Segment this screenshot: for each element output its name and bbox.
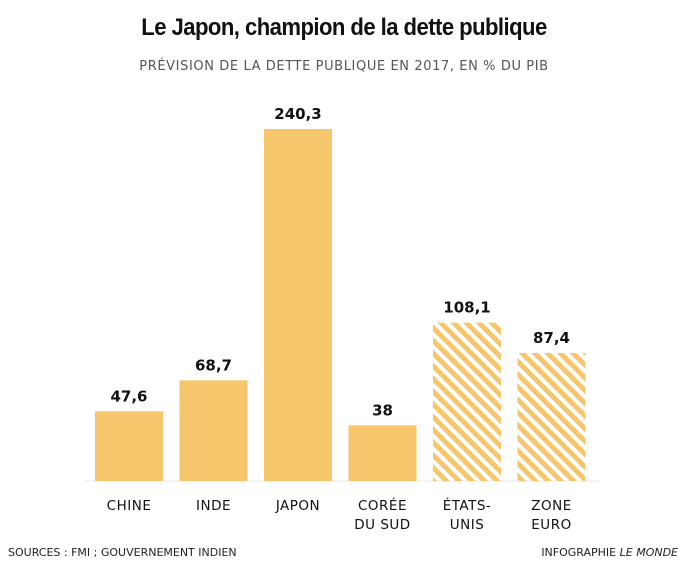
bar-3 (348, 425, 417, 481)
category-label-3-1: DU SUD (354, 517, 410, 533)
sources-note: SOURCES : FMI ; GOUVERNEMENT INDIEN (8, 546, 237, 559)
category-label-5-0: ZONE (531, 498, 572, 514)
bar-4 (433, 322, 501, 481)
credit-prefix: INFOGRAPHIE (541, 546, 620, 559)
value-label-0: 47,6 (110, 387, 147, 405)
chart-title: Le Japon, champion de la dette publique (141, 14, 547, 41)
chart-subtitle: PRÉVISION DE LA DETTE PUBLIQUE EN 2017, … (139, 59, 549, 74)
credit-note: INFOGRAPHIE LE MONDE (541, 546, 678, 559)
bar-0 (95, 411, 163, 481)
value-label-1: 68,7 (195, 356, 232, 374)
category-label-5-1: EURO (531, 517, 571, 533)
category-label-0-0: CHINE (107, 498, 152, 514)
category-label-4-0: ÉTATS- (443, 497, 492, 514)
value-label-3: 38 (372, 401, 393, 419)
category-label-4-1: UNIS (450, 517, 485, 533)
bar-2 (264, 129, 332, 481)
bar-5 (517, 352, 586, 481)
value-label-4: 108,1 (443, 299, 490, 317)
category-label-2-0: JAPON (275, 498, 320, 514)
value-label-2: 240,3 (274, 105, 321, 123)
bar-1 (179, 380, 248, 481)
value-label-5: 87,4 (533, 329, 570, 347)
category-label-3-0: CORÉE (358, 497, 407, 514)
credit-brand: LE MONDE (619, 546, 678, 559)
category-label-1-0: INDE (196, 498, 231, 514)
